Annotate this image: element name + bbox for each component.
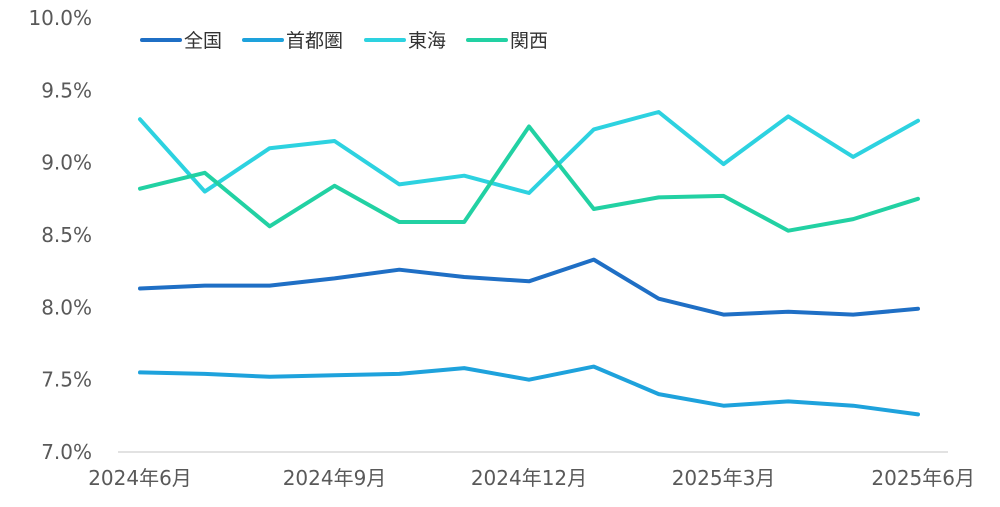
x-tick-label: 2024年9月 (283, 466, 387, 490)
y-tick-label: 7.5% (41, 368, 92, 392)
y-tick-label: 8.0% (41, 295, 92, 319)
legend: 全国 首都圏 東海 関西 (140, 30, 548, 52)
series-line-東海 (138, 110, 920, 195)
x-axis: 2024年6月 2024年9月 2024年12月 2025年3月 2025年6月 (88, 466, 975, 490)
legend-label: 全国 (184, 30, 222, 52)
series-lines (138, 110, 920, 417)
series-line-関西 (138, 124, 920, 233)
y-tick-label: 7.0% (41, 440, 92, 464)
x-tick-label: 2024年12月 (471, 466, 587, 490)
y-tick-label: 9.0% (41, 151, 92, 175)
x-tick-label: 2025年3月 (672, 466, 776, 490)
series-line-全国 (138, 257, 920, 317)
y-tick-label: 9.5% (41, 78, 92, 102)
y-tick-label: 8.5% (41, 223, 92, 247)
series-line-首都圏 (138, 364, 920, 417)
x-tick-label: 2024年6月 (88, 466, 192, 490)
y-tick-label: 10.0% (28, 6, 92, 30)
y-axis: 7.0% 7.5% 8.0% 8.5% 9.0% 9.5% 10.0% (28, 6, 92, 464)
x-tick-label: 2025年6月 (871, 466, 975, 490)
legend-label: 首都圏 (286, 30, 343, 52)
legend-label: 関西 (510, 30, 548, 52)
legend-label: 東海 (408, 30, 446, 52)
